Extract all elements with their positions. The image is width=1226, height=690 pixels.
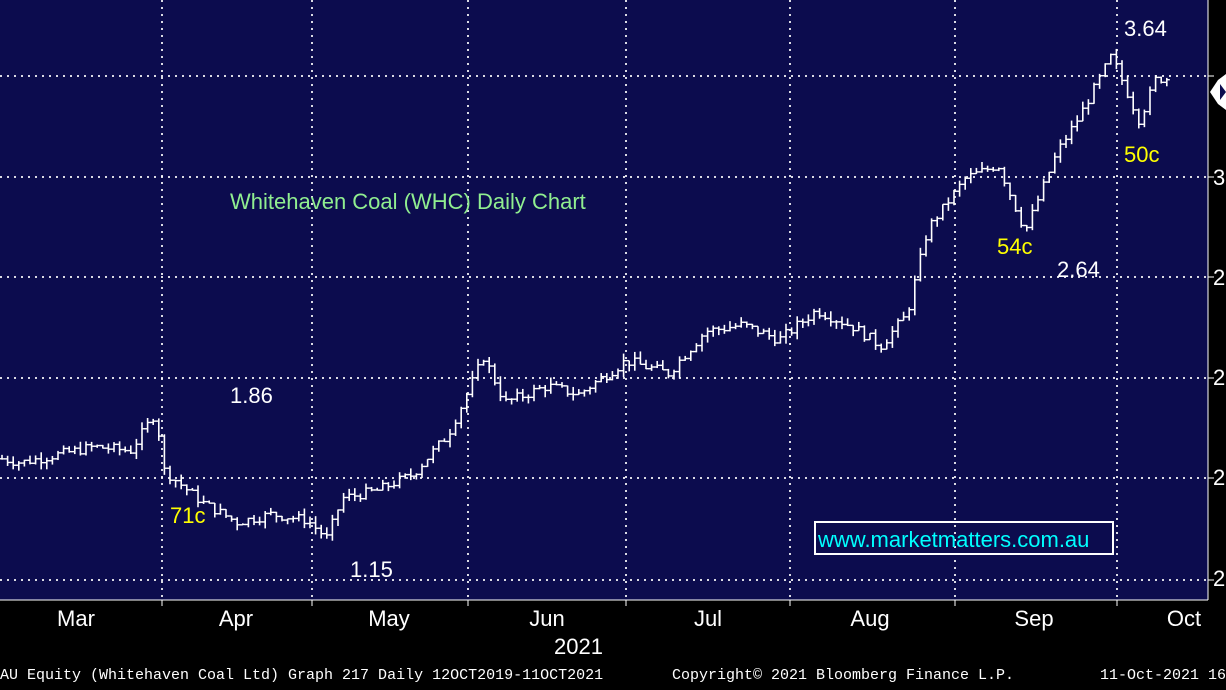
plot-background (0, 0, 1208, 600)
price-bars (0, 48, 1170, 541)
right-axis-label-4: 2 (1213, 566, 1225, 591)
x-tick-label-oct: Oct (1167, 606, 1201, 631)
year-label: 2021 (554, 634, 603, 659)
x-axis-background (0, 600, 1226, 664)
right-axis-label-2: 2 (1213, 365, 1225, 390)
x-axis-labels: Mar Apr May Jun Jul Aug Sep Oct (57, 606, 1201, 631)
last-price-marker (1210, 74, 1226, 110)
x-tick-label-mar: Mar (57, 606, 95, 631)
x-tick-label-sep: Sep (1014, 606, 1053, 631)
annotation-peak-high: 3.64 (1124, 16, 1167, 41)
x-tick-label-may: May (368, 606, 410, 631)
footer-timestamp: 11-Oct-2021 16: (1100, 667, 1226, 684)
annotation-may-low: 1.15 (350, 557, 393, 582)
right-axis-labels: 3 2 2 2 2 (1213, 165, 1225, 591)
footer-security-info: AU Equity (Whitehaven Coal Ltd) Graph 21… (0, 667, 604, 684)
axis-ticks (161, 75, 1214, 606)
right-axis-label-3: 2 (1213, 465, 1225, 490)
watermark-text: www.marketmatters.com.au (817, 527, 1089, 552)
x-tick-label-apr: Apr (219, 606, 253, 631)
annotation-april-high: 1.86 (230, 383, 273, 408)
annotation-drop-54c: 54c (997, 234, 1032, 259)
x-tick-label-jun: Jun (529, 606, 564, 631)
last-price-marker-notch (1220, 84, 1226, 100)
annotation-drop-71c: 71c (170, 503, 205, 528)
chart-title: Whitehaven Coal (WHC) Daily Chart (230, 189, 586, 214)
right-axis-background (1208, 0, 1226, 600)
x-tick-label-aug: Aug (850, 606, 889, 631)
annotation-september-low: 2.64 (1057, 257, 1100, 282)
gridlines (0, 0, 1208, 600)
footer-copyright: Copyright© 2021 Bloomberg Finance L.P. (672, 667, 1015, 684)
bloomberg-footer: AU Equity (Whitehaven Coal Ltd) Graph 21… (0, 664, 1226, 690)
annotation-drop-50c: 50c (1124, 142, 1159, 167)
right-axis-label-1: 2 (1213, 265, 1225, 290)
right-axis-label-0: 3 (1213, 165, 1225, 190)
watermark-box (814, 521, 1114, 555)
x-tick-label-jul: Jul (694, 606, 722, 631)
